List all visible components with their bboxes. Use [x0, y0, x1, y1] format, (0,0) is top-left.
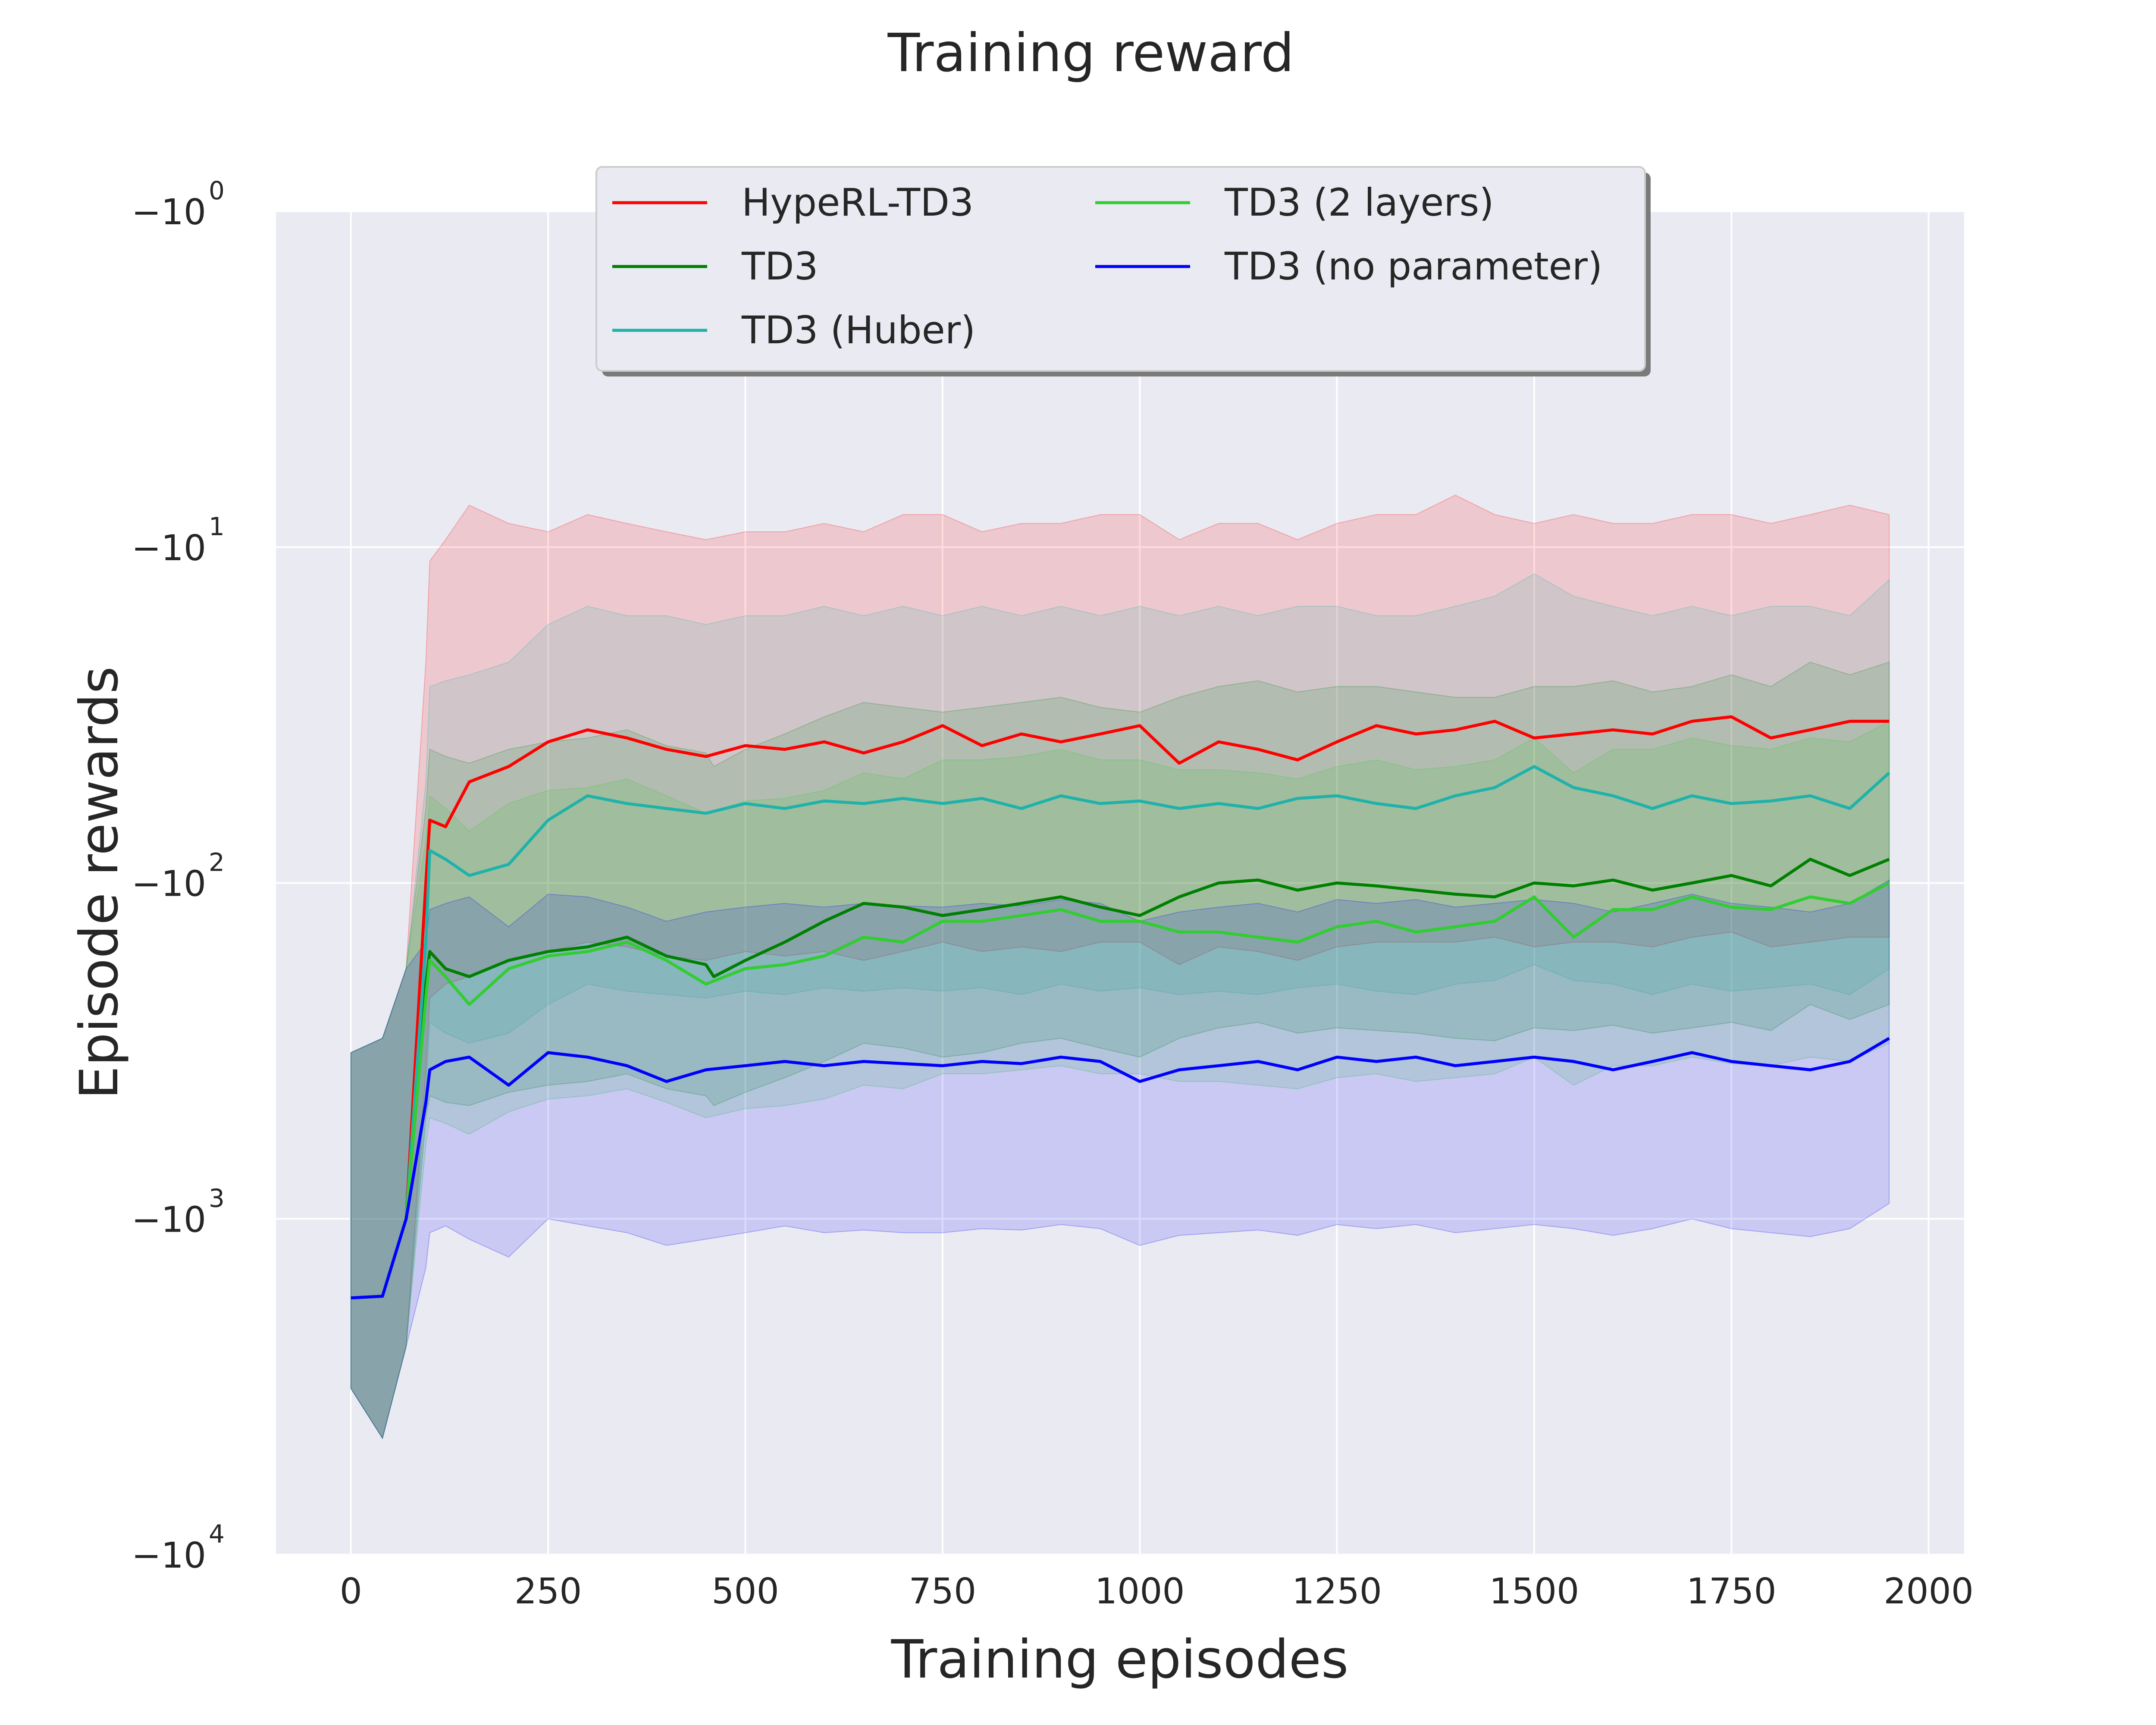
x-tick-label: 500 [711, 1571, 779, 1612]
line-hyperl-td3 [351, 715, 1890, 1300]
y-tick-exponent: 2 [209, 848, 225, 877]
x-tick-label: 1500 [1489, 1571, 1579, 1612]
legend-items: HypeRL-TD3 TD3 TD3 (Huber) TD3 (2 layers) TD… [612, 180, 1602, 352]
y-tick-exponent: 4 [209, 1519, 225, 1549]
band-td3-no-parameter- [350, 879, 1890, 1440]
band-td3 [350, 662, 1890, 1440]
legend-box [595, 166, 1646, 372]
chart-title: Training reward [887, 22, 1294, 84]
x-axis-label: Training episodes [891, 1629, 1349, 1690]
confidence-bands [350, 495, 1890, 1440]
x-tick-label: 1000 [1095, 1571, 1185, 1612]
line-td3-2-layers- [351, 881, 1890, 1300]
legend: HypeRL-TD3 TD3 TD3 (Huber) TD3 (2 layers) TD… [595, 166, 1651, 376]
y-axis-ticks: −100−101−102−103−104 [132, 176, 225, 1576]
x-tick-label: 250 [514, 1571, 582, 1612]
y-tick-label: −10 [132, 864, 206, 905]
line-td3-no-parameter- [351, 1037, 1890, 1300]
y-axis-label: Episode rewards [69, 666, 130, 1099]
line-td3 [351, 858, 1890, 1300]
y-tick-exponent: 0 [209, 176, 225, 205]
legend-label: TD3 (2 layers) [1224, 180, 1494, 225]
band-td3-2-layers- [350, 720, 1890, 1440]
legend-label: HypeRL-TD3 [742, 180, 974, 225]
y-tick-label: −10 [132, 192, 206, 233]
legend-label: TD3 (no parameter) [1224, 244, 1602, 289]
x-tick-label: 0 [340, 1571, 362, 1612]
y-tick-label: −10 [132, 1535, 206, 1576]
y-tick-exponent: 1 [209, 512, 225, 541]
y-tick-label: −10 [132, 1199, 206, 1240]
x-axis-ticks: 0 250 500 750 1000 1250 1500 1750 2000 [340, 1571, 1974, 1612]
band-td3-huber- [350, 573, 1890, 1440]
line-td3-huber- [351, 765, 1890, 1300]
series-lines [351, 715, 1890, 1300]
legend-label: TD3 (Huber) [741, 308, 975, 352]
x-tick-label: 2000 [1883, 1571, 1974, 1612]
y-tick-label: −10 [132, 528, 206, 569]
legend-label: TD3 [741, 244, 818, 289]
y-tick-exponent: 3 [209, 1183, 225, 1213]
x-tick-label: 1750 [1686, 1571, 1777, 1612]
x-tick-label: 750 [909, 1571, 977, 1612]
x-tick-label: 1250 [1292, 1571, 1382, 1612]
